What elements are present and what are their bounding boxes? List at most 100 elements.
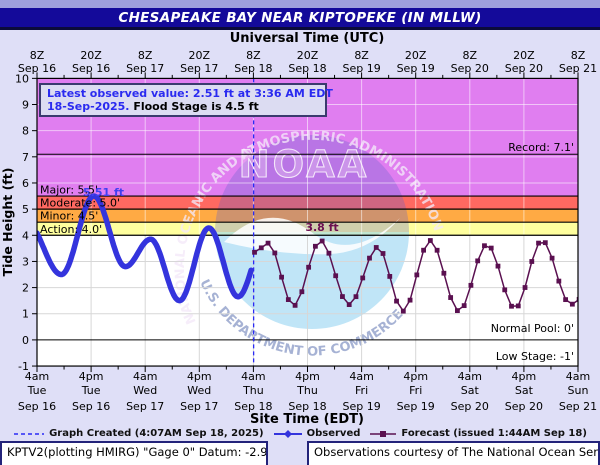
y-tick-label: 10 (15, 72, 29, 85)
legend-item-observed: Observed (273, 428, 360, 439)
legend-forecast-label: Forecast (issued 1:44AM Sep 18) (401, 428, 587, 439)
forecast-marker (299, 289, 305, 295)
y-tick-label: 9 (22, 99, 29, 112)
flood-label-moderate: Moderate: 5.0' (40, 197, 120, 210)
utc-tick-time: 20Z (80, 49, 102, 62)
forecast-marker (556, 278, 562, 284)
y-tick-label: -1 (18, 360, 29, 373)
site-tick-day: Thu (242, 384, 264, 397)
y-tick-label: 7 (22, 151, 29, 164)
forecast-marker (272, 250, 278, 256)
forecast-marker (576, 296, 578, 302)
utc-tick-date: Sep 17 (180, 62, 218, 75)
latest-observed-line2: 18-Sep-2025. Flood Stage is 4.5 ft (47, 100, 259, 113)
utc-tick-date: Sep 19 (342, 62, 380, 75)
site-tick-day: Thu (296, 384, 318, 397)
site-tick-date: Sep 16 (18, 400, 56, 413)
forecast-marker (333, 273, 339, 279)
forecast-marker (455, 308, 460, 314)
forecast-marker (353, 294, 359, 300)
site-tick-day: Tue (27, 384, 47, 397)
site-tick-day: Fri (409, 384, 422, 397)
site-tick-date: Sep 17 (180, 400, 218, 413)
forecast-marker (461, 303, 467, 309)
utc-tick-date: Sep 20 (505, 62, 543, 75)
forecast-marker (414, 272, 420, 278)
site-time-axis-title: Site Time (EDT) (250, 412, 364, 426)
legend-created-label: Graph Created (4:07AM Sep 18, 2025) (49, 428, 264, 439)
top-strip (0, 0, 600, 8)
latest-observed-line1: Latest observed value: 2.51 ft at 3:36 A… (47, 87, 333, 100)
forecast-line-sample-icon (370, 430, 397, 437)
forecast-marker (360, 275, 366, 281)
utc-tick-date: Sep 20 (451, 62, 489, 75)
site-tick-time: 4am (349, 370, 373, 383)
site-tick-time: 4am (133, 370, 157, 383)
observed-series-line (37, 193, 254, 304)
utc-tick-date: Sep 16 (18, 62, 56, 75)
site-tick-time: 4am (25, 370, 49, 383)
forecast-marker (306, 264, 312, 270)
utc-tick-date: Sep 19 (397, 62, 435, 75)
utc-tick-date: Sep 18 (234, 62, 272, 75)
utc-tick-time: 8Z (463, 49, 478, 62)
forecast-marker (434, 247, 440, 253)
station-datum-text: KPTV2(plotting HMIRG) "Gage 0" Datum: -2… (7, 445, 268, 459)
forecast-marker (522, 285, 528, 290)
utc-axis-title: Universal Time (UTC) (230, 31, 385, 46)
forecast-marker (279, 274, 284, 280)
forecast-marker (536, 240, 541, 246)
forecast-marker (312, 243, 318, 249)
site-tick-time: 4pm (79, 370, 104, 383)
forecast-marker (448, 295, 454, 300)
y-tick-label: 8 (22, 125, 29, 138)
forecast-marker (387, 273, 393, 279)
site-tick-date: Sep 20 (505, 400, 543, 413)
site-tick-day: Wed (187, 384, 211, 397)
site-tick-date: Sep 21 (559, 400, 597, 413)
forecast-marker (265, 240, 271, 246)
y-tick-label: 4 (22, 229, 29, 242)
noaa-watermark: NATIONAL OCEANIC AND ATMOSPHERIC ADMINIS… (173, 129, 445, 360)
record-label: Record: 7.1' (508, 141, 574, 154)
utc-tick-date: Sep 18 (288, 62, 326, 75)
forecast-marker (421, 247, 426, 253)
utc-tick-time: 20Z (405, 49, 427, 62)
site-tick-time: 4pm (403, 370, 428, 383)
site-tick-time: 4am (458, 370, 482, 383)
observations-credit-box: Observations courtesy of The National Oc… (307, 441, 600, 465)
forecast-marker (427, 238, 433, 243)
forecast-marker (549, 255, 555, 261)
utc-tick-date: Sep 17 (126, 62, 164, 75)
y-tick-label: 6 (22, 177, 29, 190)
utc-tick-date: Sep 16 (72, 62, 110, 75)
site-tick-date: Sep 16 (72, 400, 110, 413)
forecast-marker (326, 250, 332, 256)
utc-tick-time: 20Z (513, 49, 535, 62)
site-tick-day: Fri (355, 384, 368, 397)
y-axis-title: Tide Height (ft) (0, 168, 15, 277)
utc-tick-time: 8Z (354, 49, 369, 62)
site-tick-day: Wed (133, 384, 157, 397)
legend-item-created: Graph Created (4:07AM Sep 18, 2025) (13, 428, 264, 439)
utc-tick-time: 20Z (297, 49, 319, 62)
site-tick-date: Sep 17 (126, 400, 164, 413)
forecast-marker (367, 255, 372, 261)
site-tick-date: Sep 19 (397, 400, 435, 413)
site-tick-day: Sat (461, 384, 480, 397)
normal-pool-label: Normal Pool: 0' (491, 322, 574, 335)
y-tick-label: 5 (22, 203, 29, 216)
legend-item-forecast: Forecast (issued 1:44AM Sep 18) (369, 428, 587, 439)
forecast-marker (515, 303, 521, 309)
hydrograph-chart: Universal Time (UTC) Site Time (EDT) Tide … (0, 31, 597, 426)
forecast-marker (252, 249, 257, 255)
forecast-marker (258, 245, 264, 251)
station-datum-box: KPTV2(plotting HMIRG) "Gage 0" Datum: -2… (0, 441, 268, 465)
site-tick-day: Tue (81, 384, 101, 397)
forecast-max-annotation: 3.8 ft (305, 221, 338, 234)
latest-observed-annotation-box: Latest observed value: 2.51 ft at 3:36 A… (39, 83, 333, 117)
forecast-marker (394, 298, 399, 304)
page-title: CHESAPEAKE BAY NEAR KIPTOPEKE (IN MLLW) (118, 9, 482, 26)
series-layer (37, 193, 578, 314)
